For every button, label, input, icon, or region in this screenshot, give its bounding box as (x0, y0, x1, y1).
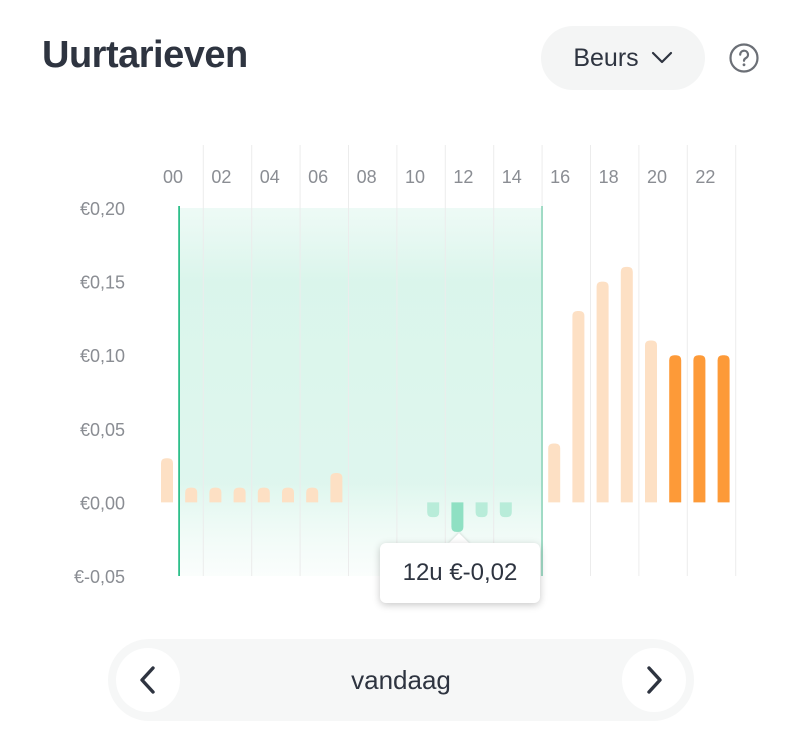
chevron-right-icon (647, 666, 662, 694)
price-chart: 00 02 04 06 08 10 12 14 16 18 20 22 €0,20 €0,15 €0,10 €… (74, 145, 737, 587)
page-title: Uurtarieven (42, 34, 248, 76)
market-dropdown[interactable]: Beurs (541, 26, 705, 90)
x-tick-label: 08 (357, 167, 377, 187)
bar-hour-23 (717, 355, 730, 503)
day-navigation: vandaag (108, 639, 694, 721)
x-tick-label: 14 (502, 167, 522, 187)
dropdown-label: Beurs (573, 43, 639, 72)
bar-hour-1 (185, 487, 198, 503)
y-tick-label: €0,10 (80, 346, 125, 366)
day-label: vandaag (351, 664, 451, 695)
x-tick-label: 04 (260, 167, 280, 187)
y-tick-label: €0,20 (80, 199, 125, 219)
y-tick-label: €0,05 (80, 420, 125, 440)
bar-hour-19 (620, 266, 633, 503)
bar-hour-20 (645, 340, 657, 503)
tooltip-arrow (448, 533, 470, 544)
bar-hour-16 (548, 443, 561, 503)
y-tick-label: €-0,05 (74, 567, 125, 587)
bar-hour-6 (306, 487, 319, 503)
bar-hour-5 (282, 487, 294, 503)
bar-hour-14 (499, 502, 512, 518)
price-tooltip: 12u €-0,02 (380, 543, 540, 603)
bar-hour-22 (693, 355, 706, 503)
next-day-button[interactable] (622, 648, 686, 712)
y-tick-label: €0,15 (80, 273, 125, 293)
bar-hour-12 (451, 502, 464, 532)
bar-hour-21 (669, 355, 682, 503)
bar-hour-3 (233, 487, 246, 503)
chevron-left-icon (140, 666, 155, 694)
question-circle-icon[interactable] (728, 42, 760, 74)
x-tick-label: 10 (405, 167, 425, 187)
bar-hour-7 (330, 472, 343, 503)
highlight-range (179, 208, 543, 576)
x-tick-label: 18 (599, 167, 619, 187)
x-tick-label: 06 (308, 167, 328, 187)
bar-hour-17 (572, 311, 585, 503)
previous-day-button[interactable] (116, 648, 180, 712)
bar-hour-11 (427, 502, 440, 518)
y-tick-label: €0,00 (80, 493, 125, 513)
bar-hour-0 (161, 458, 173, 503)
x-tick-label: 22 (695, 167, 715, 187)
x-tick-label: 02 (211, 167, 231, 187)
x-tick-label: 16 (550, 167, 570, 187)
x-tick-label: 12 (453, 167, 473, 187)
bar-hour-2 (209, 487, 222, 503)
x-tick-label: 20 (647, 167, 667, 187)
chevron-down-icon (651, 51, 672, 64)
x-tick-label: 00 (163, 167, 183, 187)
bar-hour-4 (257, 487, 270, 503)
bar-hour-18 (596, 281, 609, 503)
bar-hour-13 (475, 502, 488, 518)
